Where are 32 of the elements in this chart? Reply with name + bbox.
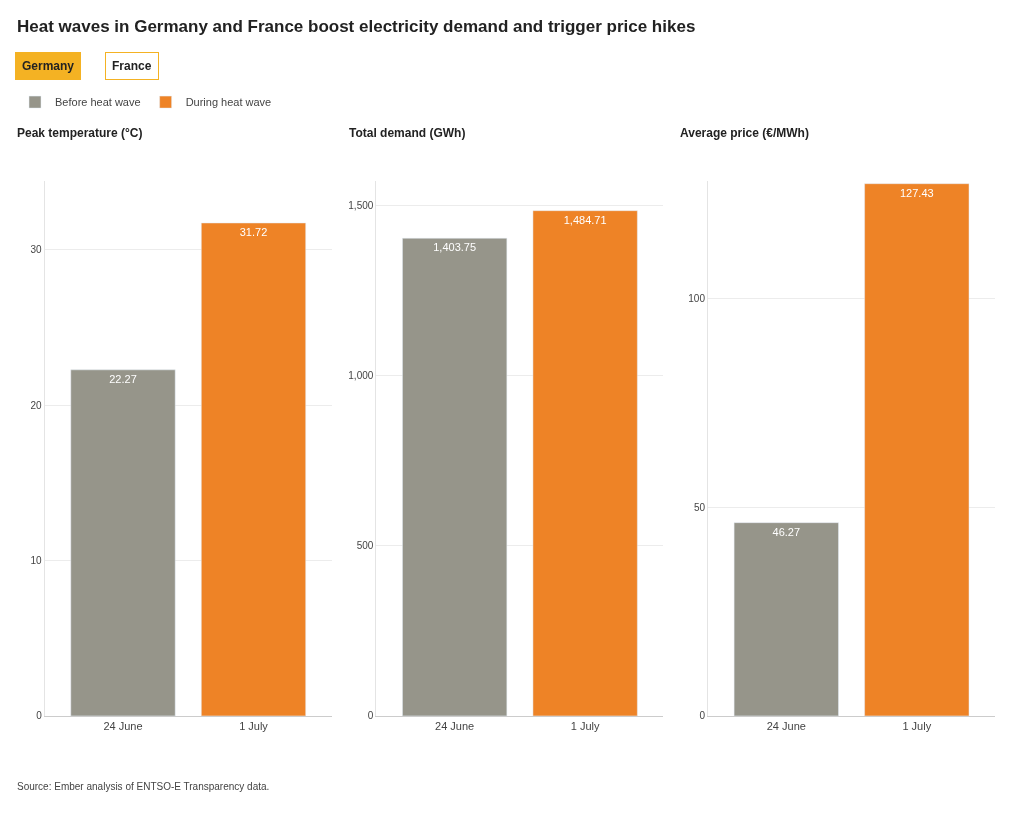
x-tick-label: 24 June [103,720,143,733]
x-tick-label: 1 July [570,720,601,733]
data-label: 127.43 [899,186,934,199]
data-label: 46.27 [772,525,801,538]
y-tick-label: 100 [688,292,706,304]
x-tick-label: 24 June [766,720,806,733]
data-label: 22.27 [109,372,137,385]
y-tick-label: 500 [356,540,374,552]
x-tick-label: 24 June [435,720,475,733]
y-axis-title: Total demand (GWh) [349,126,466,140]
source-note: Source: Ember analysis of ENTSO-E Transparency data. [17,781,270,792]
y-tick-label: 1,500 [348,199,374,211]
y-tick-label: 0 [36,710,43,722]
data-label: 31.72 [239,225,268,238]
chart-title: Heat waves in Germany and France boost electricity demand and trigger price hikes [17,17,696,36]
legend-label: During heat wave [185,96,272,109]
text: Germany [22,59,75,73]
data-label: 1,484.71 [563,213,607,226]
x-tick-label: 1 July [239,720,269,733]
data-label: 1,403.75 [433,241,477,254]
y-axis-title: Average price (€/MWh) [680,126,809,140]
y-tick-label: 10 [30,555,43,567]
y-tick-label: 0 [699,710,706,722]
legend-label: Before heat wave [55,96,141,109]
text: France [112,59,152,73]
y-tick-label: 0 [367,710,374,722]
y-tick-label: 50 [693,501,706,513]
y-tick-label: 30 [30,244,43,256]
x-tick-label: 1 July [902,720,932,733]
y-axis-title: Peak temperature (°C) [17,126,143,140]
y-tick-label: 1,000 [348,370,374,382]
y-tick-label: 20 [30,399,43,411]
